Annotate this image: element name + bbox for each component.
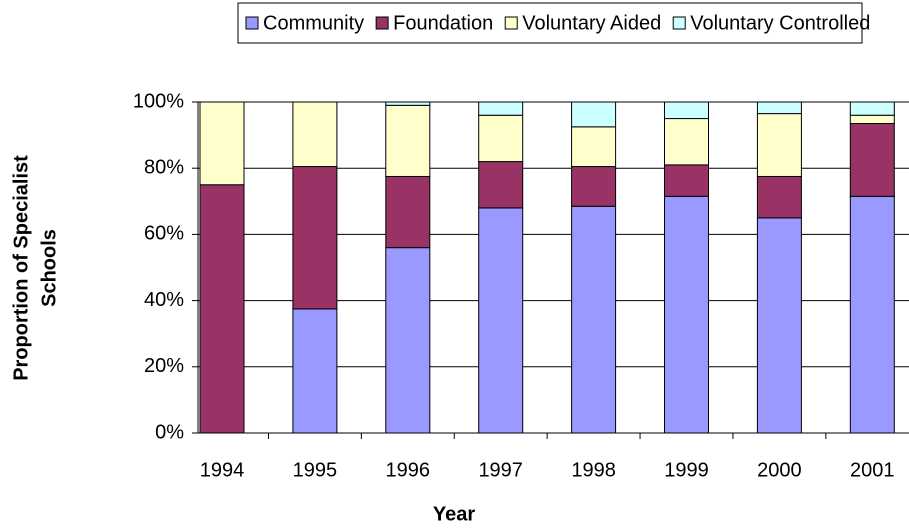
x-tick-label: 2000 <box>757 459 802 481</box>
bar-segment <box>478 114 524 163</box>
x-tick-label: 1998 <box>571 459 616 481</box>
y-axis-label: Proportion of Specialist <box>10 155 32 381</box>
y-tick-label: 80% <box>144 156 184 178</box>
bar-segment <box>664 164 709 197</box>
y-tick-label: 100% <box>133 90 184 112</box>
x-tick-label: 1994 <box>200 459 245 481</box>
bar-segment <box>571 166 617 207</box>
bar-segment <box>571 126 617 168</box>
bar-segment <box>849 123 895 197</box>
bar-segment <box>664 195 709 434</box>
legend-swatch <box>375 16 389 30</box>
y-tick-label: 40% <box>144 289 184 311</box>
bar-segment <box>292 308 338 434</box>
bar-segment <box>849 195 895 434</box>
y-tick-label: 20% <box>144 355 184 377</box>
bar-segment <box>756 175 802 219</box>
bar-segment <box>478 207 524 434</box>
x-axis-label: Year <box>433 503 475 525</box>
x-tick-label: 1999 <box>664 459 709 481</box>
y-tick-label: 0% <box>155 421 184 443</box>
legend-box <box>237 2 863 44</box>
bar-segment <box>199 184 245 434</box>
bar-segment <box>478 101 524 116</box>
bar-segment <box>385 104 431 177</box>
bar-segment <box>292 101 338 168</box>
bar-segment <box>385 175 431 249</box>
legend-swatch <box>245 16 259 30</box>
bar-segment <box>385 247 431 434</box>
bar-segment <box>664 101 709 120</box>
y-axis-label: Schools <box>38 229 60 307</box>
legend-label: Voluntary Controlled <box>690 12 870 34</box>
legend-label: Foundation <box>393 12 493 34</box>
bar-segment <box>571 101 617 128</box>
bar-segment <box>478 161 524 209</box>
x-tick-label: 2001 <box>850 459 895 481</box>
bar-segment <box>571 205 617 434</box>
x-tick-label: 1996 <box>386 459 431 481</box>
bar-segment <box>849 101 895 116</box>
bar-segment <box>199 101 245 186</box>
legend-swatch <box>672 16 686 30</box>
legend-swatch <box>504 16 518 30</box>
bar-segment <box>292 166 338 310</box>
legend-label: Community <box>263 12 364 34</box>
y-tick-label: 60% <box>144 223 184 245</box>
bar-segment <box>385 101 431 106</box>
bar-segment <box>664 118 709 166</box>
x-tick-label: 1995 <box>293 459 338 481</box>
bar-segment <box>849 114 895 125</box>
legend-label: Voluntary Aided <box>522 12 661 34</box>
bar-segment <box>756 113 802 177</box>
bar-segment <box>756 101 802 115</box>
x-tick-label: 1997 <box>478 459 523 481</box>
bar-segment <box>756 217 802 434</box>
